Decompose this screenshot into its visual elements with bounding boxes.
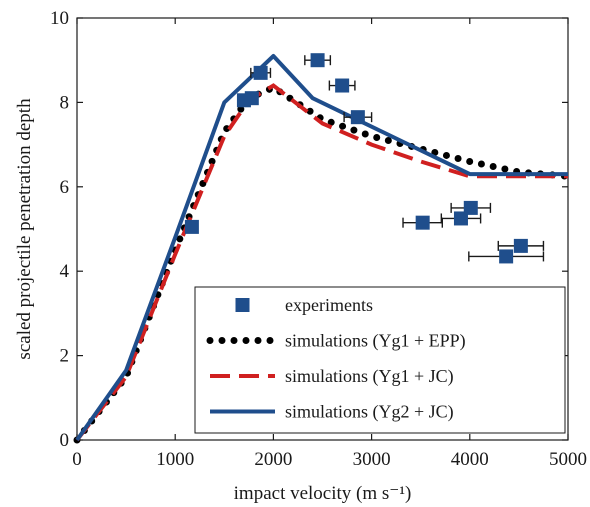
y-tick-label: 8: [60, 92, 70, 113]
x-tick-label: 0: [72, 449, 82, 470]
x-tick-label: 5000: [549, 449, 587, 470]
series-line-2: [75, 83, 568, 442]
experiment-point: [453, 211, 468, 226]
x-tick-label: 3000: [353, 449, 391, 470]
experiment-point: [463, 200, 478, 215]
experiment-point: [253, 65, 268, 80]
y-tick-label: 2: [60, 346, 70, 367]
legend-box: [194, 286, 566, 434]
y-tick-label: 4: [60, 261, 70, 282]
experiment-point: [310, 53, 325, 68]
x-tick-label: 2000: [254, 449, 292, 470]
experiment-point: [513, 238, 528, 253]
x-tick-label: 4000: [451, 449, 489, 470]
y-tick-label: 6: [60, 177, 70, 198]
x-tick-label: 1000: [156, 449, 194, 470]
experiment-point: [335, 78, 350, 93]
legend-label: simulations (Yg1 + EPP): [285, 331, 466, 352]
legend-label: simulations (Yg1 + JC): [285, 366, 454, 387]
experiment-point: [415, 215, 430, 230]
legend-label: experiments: [285, 295, 373, 315]
x-axis-label: impact velocity (m s⁻¹): [234, 483, 412, 504]
experiment-point: [350, 110, 365, 125]
experiment-point: [244, 91, 259, 106]
legend-marker-experiments: [235, 298, 250, 312]
legend-label: simulations (Yg2 + JC): [285, 402, 454, 423]
y-tick-label: 0: [60, 430, 70, 451]
experiment-point: [499, 249, 514, 264]
plot-frame: [76, 17, 569, 441]
series-line-3: [75, 54, 568, 442]
y-tick-label: 10: [50, 8, 69, 29]
experiment-point: [184, 219, 199, 234]
y-axis-label: scaled projectile penetration depth: [14, 98, 35, 360]
